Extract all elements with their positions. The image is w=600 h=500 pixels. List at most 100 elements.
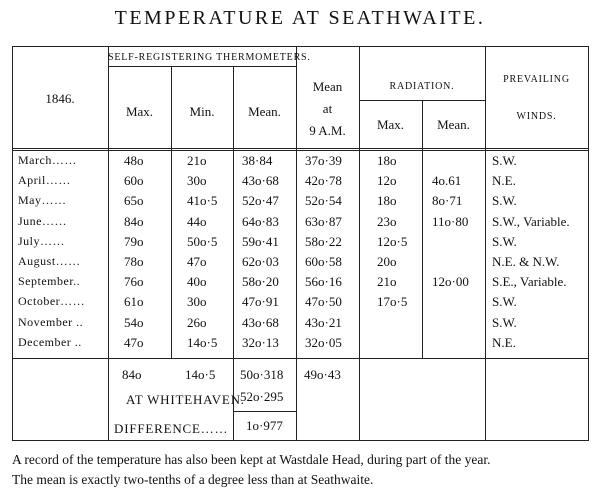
header-winds-2: WINDS.: [516, 111, 557, 122]
cell-winds: S.W.: [492, 294, 517, 310]
header-rad-max: Max.: [376, 117, 405, 132]
cell-month: July……: [18, 233, 66, 248]
whitehaven-value: 52o·295: [240, 389, 284, 404]
cell-mean9: 32o·05: [305, 334, 342, 350]
total-min: 14o·5: [185, 367, 216, 382]
cell-month: October……: [18, 294, 86, 309]
cell-mean9: 37o·39: [305, 153, 342, 168]
cell-winds: N.E.: [492, 334, 516, 350]
cell-month: April……: [18, 173, 71, 188]
cell-min: 14o·5: [187, 334, 218, 350]
header-winds-1: PREVAILING: [503, 74, 570, 85]
cell-max: 76o: [124, 274, 144, 290]
cell-max: 84o: [124, 213, 144, 229]
cell-mean: 43o·68: [242, 314, 279, 330]
cell-min: 30o: [187, 294, 207, 310]
caption-line-1: A record of the temperature has also bee…: [12, 452, 491, 467]
cell-winds: S.W.: [492, 153, 517, 168]
cell-rmax: 23o: [377, 213, 397, 229]
caption-line-2: The mean is exactly two-tenths of a degr…: [12, 472, 374, 487]
cell-month: November ..: [18, 314, 84, 329]
cell-max: 47o: [124, 334, 144, 350]
cell-rmax: 18o: [377, 193, 397, 209]
cell-rmax: 18o: [377, 153, 397, 168]
col-divider-max: [171, 66, 172, 358]
cell-max: 61o: [124, 294, 144, 310]
self-registering-underline: [108, 66, 296, 67]
col-divider-min: [233, 66, 234, 441]
total-max: 84o: [122, 367, 142, 382]
header-rad-mean: Mean.: [437, 117, 470, 132]
total-mean: 50o·318: [240, 367, 284, 382]
cell-winds: S.W.: [492, 193, 517, 209]
cell-mean9: 56o·16: [305, 274, 342, 290]
cell-winds: S.W., Variable.: [492, 213, 570, 229]
cell-mean9: 43o·21: [305, 314, 342, 330]
cell-month: December ..: [18, 334, 82, 349]
cell-mean: 58o·20: [242, 274, 279, 290]
difference-value: 1o·977: [246, 418, 283, 433]
cell-winds: S.W.: [492, 314, 517, 330]
cell-rmax: 20o: [377, 254, 397, 269]
cell-mean9: 47o·50: [305, 294, 342, 310]
whitehaven-label: AT WHITEHAVEN.: [126, 392, 245, 407]
cell-mean9: 42o·78: [305, 173, 342, 189]
cell-mean9: 58o·22: [305, 233, 342, 249]
cell-min: 50o·5: [187, 233, 218, 249]
cell-month: September..: [18, 274, 81, 289]
header-mean-at-2: at: [322, 101, 333, 116]
cell-winds: S.E., Variable.: [492, 274, 567, 290]
cell-mean: 52o·47: [242, 193, 279, 209]
cell-month: March……: [18, 153, 77, 167]
cell-mean9: 52o·54: [305, 193, 342, 209]
header-radiation: RADIATION.: [389, 81, 455, 92]
radiation-underline: [359, 100, 485, 101]
cell-mean9: 60o·58: [305, 254, 342, 269]
header-min: Min.: [189, 104, 215, 119]
cell-rmax: 12o·5: [377, 233, 408, 249]
difference-overline: [233, 411, 296, 412]
cell-min: 26o: [187, 314, 207, 330]
cell-mean: 47o·91: [242, 294, 279, 310]
cell-min: 40o: [187, 274, 207, 290]
cell-rmean: 11o·80: [432, 213, 469, 229]
total-mean9: 49o·43: [304, 367, 341, 382]
cell-winds: S.W.: [492, 233, 517, 249]
cell-min: 47o: [187, 254, 207, 269]
table-border-right: [588, 46, 589, 441]
cell-min: 30o: [187, 173, 207, 189]
col-divider-year: [108, 46, 109, 441]
totals-divider: [12, 358, 589, 359]
table-border-left: [12, 46, 13, 441]
cell-rmax: 17o·5: [377, 294, 408, 310]
header-mean-at-1: Mean: [312, 79, 343, 94]
header-self-registering: SELF-REGISTERING THERMOMETERS.: [108, 52, 311, 63]
header-mean: Mean.: [248, 104, 281, 119]
header-max: Max.: [125, 104, 154, 119]
col-divider-mean9: [359, 46, 360, 441]
cell-winds: N.E.: [492, 173, 516, 189]
cell-max: 65o: [124, 193, 144, 209]
cell-mean: 43o·68: [242, 173, 279, 189]
header-year: 1846.: [45, 91, 75, 106]
cell-month: June……: [18, 213, 67, 228]
cell-max: 79o: [124, 233, 144, 249]
cell-max: 48o: [124, 153, 144, 168]
header-divider-double: [12, 150, 589, 151]
col-divider-mean: [296, 46, 297, 441]
cell-min: 21o: [187, 153, 207, 168]
cell-month: August……: [18, 254, 81, 268]
cell-mean9: 63o·87: [305, 213, 342, 229]
table-border-top: [12, 46, 589, 47]
header-divider: [12, 148, 589, 149]
cell-rmax: 12o: [377, 173, 397, 189]
cell-mean: 59o·41: [242, 233, 279, 249]
cell-max: 78o: [124, 254, 144, 269]
cell-rmean: 12o·00: [432, 274, 469, 290]
cell-max: 54o: [124, 314, 144, 330]
col-divider-rad-mean: [485, 46, 486, 441]
cell-mean: 62o·03: [242, 254, 279, 269]
cell-min: 41o·5: [187, 193, 218, 209]
cell-mean: 38·84: [242, 153, 273, 168]
